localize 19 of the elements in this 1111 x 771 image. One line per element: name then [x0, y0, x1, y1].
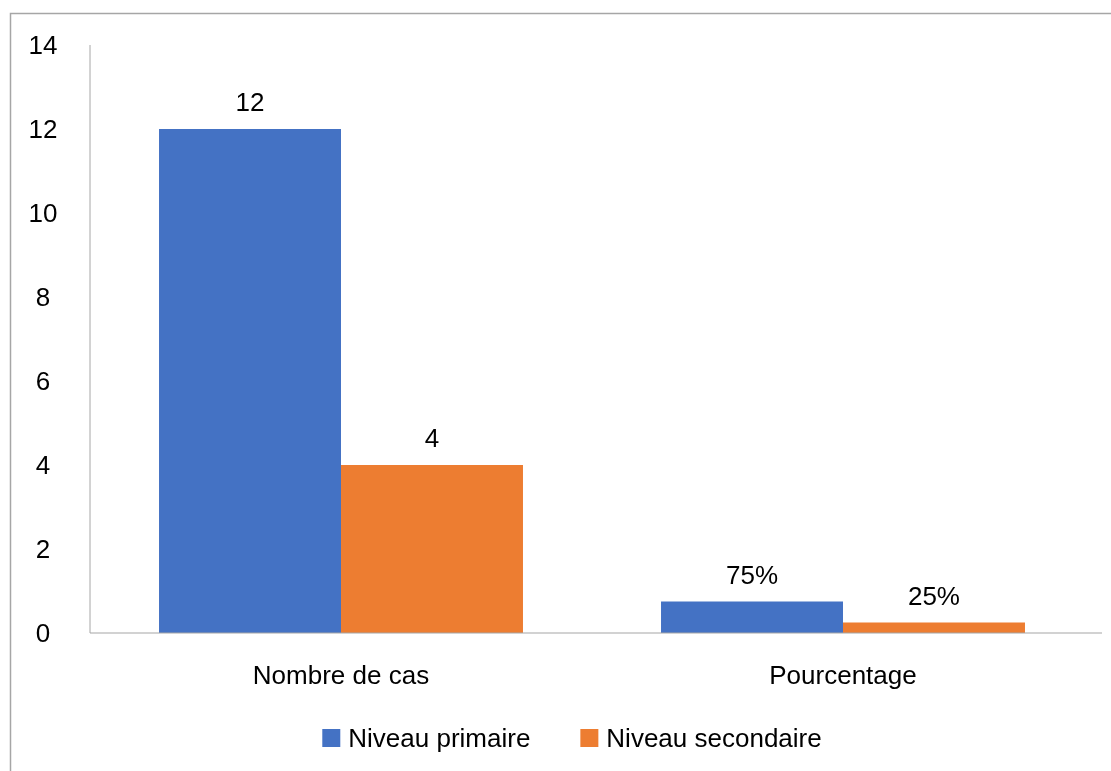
y-tick-label: 10: [28, 198, 58, 229]
y-tick-label: 14: [28, 30, 58, 61]
legend-label: Niveau primaire: [348, 723, 531, 754]
data-label: 75%: [725, 559, 779, 590]
legend-label: Niveau secondaire: [606, 723, 822, 754]
bar: [159, 129, 341, 633]
data-label: 25%: [907, 580, 961, 611]
y-tick-label: 8: [35, 282, 51, 313]
x-tick-label: Pourcentage: [769, 660, 917, 691]
data-label: 4: [424, 423, 440, 453]
data-label: 12: [235, 87, 265, 117]
bar: [341, 465, 523, 633]
bar: [661, 601, 843, 633]
x-tick-label: Nombre de cas: [252, 660, 430, 691]
y-tick-label: 0: [35, 618, 51, 649]
y-tick-label: 4: [35, 450, 51, 481]
y-tick-label: 12: [28, 114, 58, 145]
y-tick-label: 6: [35, 366, 51, 397]
y-tick-label: 2: [35, 534, 51, 565]
